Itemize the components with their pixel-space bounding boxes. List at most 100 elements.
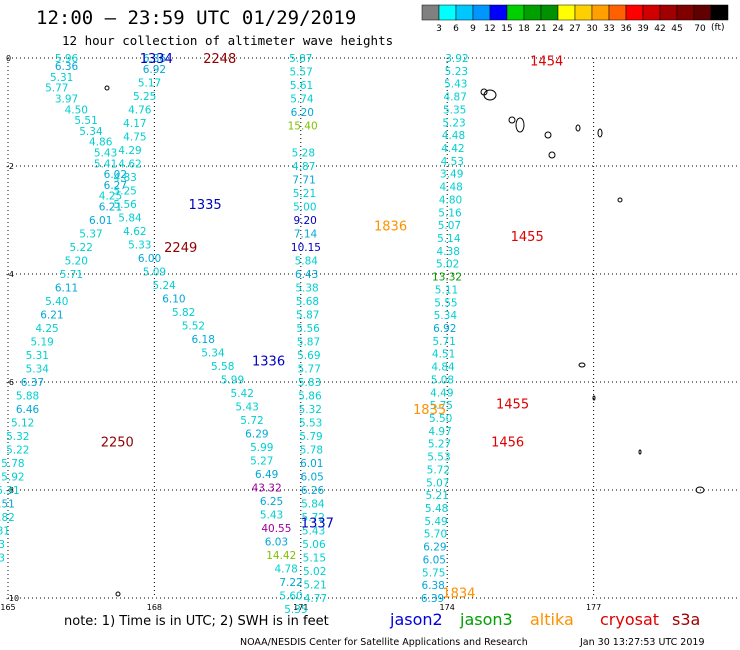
wave-height-value: 4.97 [428,426,451,438]
wave-height-value: 5.72 [427,464,450,476]
wave-height-value: 3.49 [440,169,463,181]
footer-timestamp: Jan 30 13:27:53 UTC 2019 [579,637,705,648]
colorbar-label: 15 [501,24,512,34]
wave-height-value: 6.25 [260,496,283,508]
legend-entry-jason2: jason2 [389,610,443,629]
colorbar-swatch [540,4,559,21]
wave-height-value: 6.43 [295,269,318,281]
wave-height-value: 6.49 [255,469,278,481]
island-outline [515,117,525,133]
colorbar-swatch [659,4,678,21]
wave-height-value: 5.57 [289,67,312,79]
legend-entry-altika: altika [530,610,574,629]
wave-height-value: 6.01 [300,458,323,470]
wave-height-value: 5.34 [26,364,50,376]
pass-number-label: 1456 [491,435,524,450]
wave-height-value: 5.17 [138,77,161,89]
wave-height-value: 4.82 [0,512,15,524]
wave-height-value: 5.32 [299,404,322,416]
wave-height-value: 5.32 [6,431,29,443]
wave-height-value: 7.22 [279,577,302,589]
wave-height-value: 5.52 [182,320,205,332]
wave-height-value: 5.87 [297,337,320,349]
legend-entry-jason3: jason3 [459,610,513,629]
wave-height-value: 4.75 [123,131,146,143]
colorbar-label: 30 [586,24,598,34]
y-tick-label: -10 [6,594,19,603]
wave-height-value: 5.56 [296,323,320,335]
island-outline [695,486,705,494]
wave-height-value: 3.97 [55,94,78,106]
wave-height-value: 14.42 [266,550,296,562]
wave-height-value: 5.41 [94,158,117,170]
wave-height-value: 6.27 [104,180,127,192]
wave-height-value: 5.58 [211,361,234,373]
wave-height-value: 5.28 [292,148,315,160]
wave-height-value: 5.69 [297,350,320,362]
wave-height-value: 5.72 [302,512,325,524]
wave-height-value: 6.21 [99,202,122,214]
colorbar-swatch [489,4,508,21]
wave-height-value: 4.17 [123,118,146,130]
island-outline [597,128,603,138]
island-outline [617,197,623,203]
island-outline [480,88,488,96]
x-tick-label: 168 [147,603,162,612]
colorbar-swatch [455,4,474,21]
wave-height-value: 5.25 [133,91,156,103]
wave-height-value: 6.05 [300,472,323,484]
wave-height-value: 5.68 [296,296,319,308]
island-outline [508,116,516,124]
wave-height-value: 5.37 [79,229,102,241]
wave-height-value: 4.86 [89,137,113,149]
colorbar-label: 42 [654,24,665,34]
colorbar-label: 24 [552,24,564,34]
wave-height-value: 6.29 [423,542,446,554]
colorbar-label: 39 [637,24,649,34]
colorbar-label: 18 [518,24,530,34]
wave-height-value: 6.29 [245,428,268,440]
wave-height-value: 6.20 [291,107,314,119]
wave-height-value: 5.84 [301,499,325,511]
wave-height-value: 5.34 [201,347,225,359]
wave-height-value: 5.48 [425,503,448,515]
footer-credit: NOAA/NESDIS Center for Satellite Applica… [240,637,528,648]
colorbar-swatch [421,4,440,21]
wave-height-value: 5.77 [298,364,321,376]
wave-height-value: 5.53 [427,452,450,464]
pass-labels: 1334 2248 1454 1335 1836 1455 2249 1336 1835 1455… [101,52,564,602]
wave-height-value: 5.43 [260,509,283,521]
wave-height-value: 5.24 [152,280,176,292]
wave-height-value: 6.02 [104,169,127,181]
wave-height-value: 9.20 [293,215,316,227]
wave-height-value: 5.19 [30,337,53,349]
coastline [104,85,705,597]
wave-height-value: 5.86 [298,391,322,403]
island-outline [544,131,552,139]
colorbar-label: 6 [453,24,459,34]
colorbar-swatch [608,4,627,21]
wave-height-value: 4.62 [118,158,141,170]
grid [7,57,740,599]
wave-height-value: 5.34 [434,310,458,322]
wave-height-value: 5.55 [434,297,457,309]
island-outline [575,124,581,132]
wave-height-value: 5.84 [118,212,142,224]
wave-height-value: 5.15 [303,553,326,565]
wave-height-value: 5.21 [303,580,326,592]
wave-height-value: 13.32 [432,272,462,284]
wave-height-value: 5.21 [293,188,316,200]
wave-height-value: 5.35 [443,104,466,116]
wave-height-value: 5.75 [422,567,445,579]
wave-height-value: 6.92 [143,64,166,76]
wave-height-value: 5.99 [221,374,244,386]
wave-height-value: 4.48 [439,182,462,194]
island-outline [548,151,556,159]
wave-height-value: 5.06 [302,539,326,551]
wave-height-value: 43.32 [252,482,282,494]
wave-height-value: 5.87 [296,310,319,322]
wave-height-value: 5.77 [45,83,68,95]
wave-height-value: 6.00 [138,253,161,265]
wave-height-value: 5.70 [424,529,447,541]
